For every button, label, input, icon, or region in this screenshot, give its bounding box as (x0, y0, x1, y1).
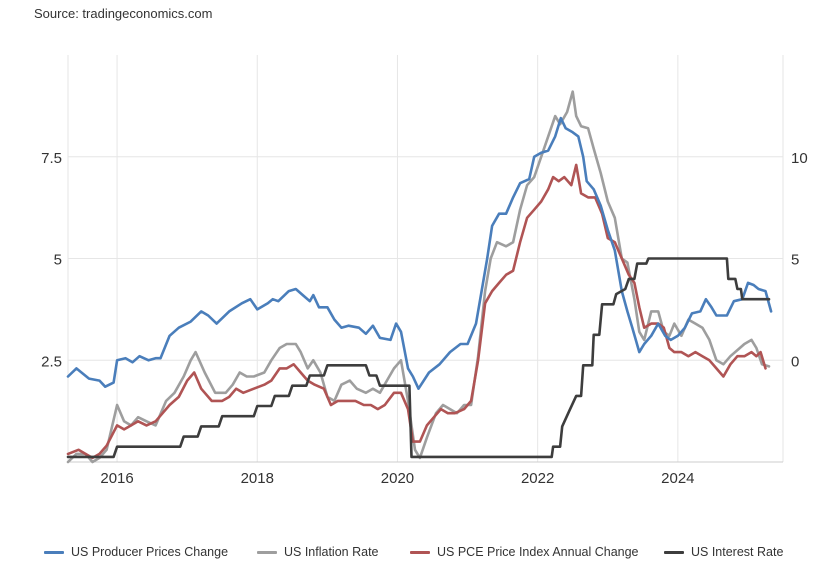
series-line-us-interest-rate (66, 257, 771, 459)
source-label: Source: tradingeconomics.com (34, 6, 213, 21)
legend-swatch (257, 550, 277, 554)
legend-swatch (410, 550, 430, 554)
legend-label: US Inflation Rate (284, 545, 379, 559)
x-tick-label: 2022 (521, 470, 554, 487)
x-tick-label: 2020 (381, 470, 414, 487)
gridlines (67, 55, 784, 463)
legend-label: US Producer Prices Change (71, 545, 229, 559)
left-tick-label: 5 (54, 252, 62, 269)
series-line-us-pce-price-index-annual-change (66, 163, 767, 460)
legend-swatch (664, 550, 684, 554)
right-tick-label: 0 (791, 353, 799, 370)
left-axis: 2.5 5 7.5 (41, 150, 62, 371)
legend-item[interactable]: US PCE Price Index Annual Change (410, 545, 639, 559)
legend-swatch (44, 550, 64, 554)
legend-item[interactable]: US Interest Rate (664, 545, 783, 559)
legend: US Producer Prices Change US Inflation Ra… (0, 545, 828, 563)
right-axis: 0 5 10 (791, 150, 808, 371)
legend-item[interactable]: US Inflation Rate (257, 545, 379, 559)
left-tick-label: 7.5 (41, 150, 62, 167)
legend-label: US Interest Rate (691, 545, 784, 559)
left-tick-label: 2.5 (41, 353, 62, 370)
x-axis: 2016 2018 2020 2022 2024 (100, 470, 694, 487)
x-tick-label: 2016 (100, 470, 133, 487)
legend-label: US PCE Price Index Annual Change (437, 545, 639, 559)
series-line-us-producer-prices-change (66, 116, 773, 390)
right-tick-label: 10 (791, 150, 808, 167)
series-lines (66, 90, 773, 464)
legend-item[interactable]: US Producer Prices Change (44, 545, 228, 559)
x-tick-label: 2018 (241, 470, 274, 487)
x-tick-label: 2024 (661, 470, 694, 487)
right-tick-label: 5 (791, 252, 799, 269)
series-line-us-inflation-rate (66, 90, 771, 464)
